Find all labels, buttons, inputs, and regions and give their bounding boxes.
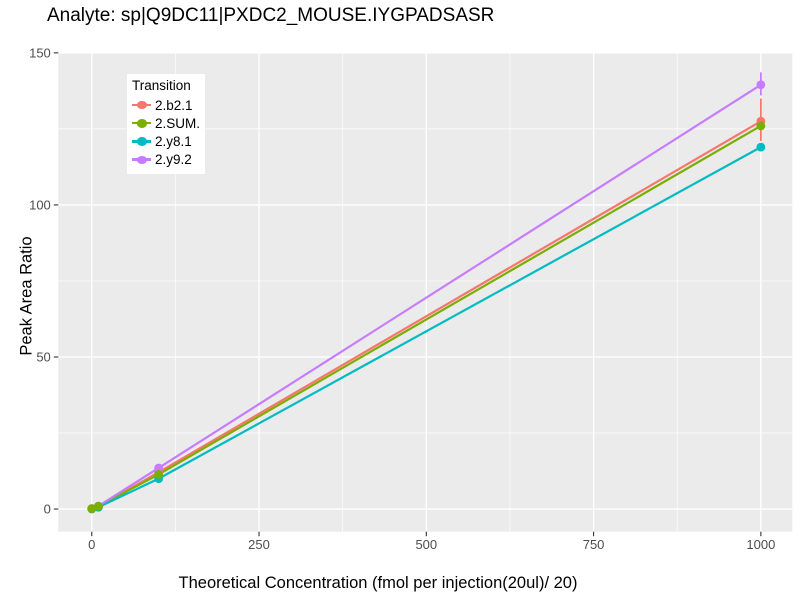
legend-key-icon: [132, 154, 151, 166]
legend-key-dot: [136, 119, 147, 128]
point-2.y9.2: [154, 463, 164, 473]
legend-key-icon: [132, 135, 151, 147]
x-axis-title: Theoretical Concentration (fmol per inje…: [178, 574, 578, 592]
legend-row-2.y8.1: 2.y8.1: [132, 132, 203, 150]
plot-title: Analyte: sp|Q9DC11|PXDC2_MOUSE.IYGPADSAS…: [47, 5, 495, 26]
legend-key-icon: [132, 99, 151, 111]
legend: Transition 2.b2.1 2.SUM. 2.y8.1 2.y9.2: [127, 74, 205, 174]
point-2.SUM.: [756, 121, 766, 131]
legend-key-dot: [136, 155, 147, 165]
legend-key-dot: [136, 137, 147, 146]
y-tick-label: 50: [36, 350, 50, 365]
legend-row-2.b2.1: 2.b2.1: [132, 96, 203, 114]
x-tick-label: 500: [415, 537, 437, 552]
legend-row-2.y9.2: 2.y9.2: [132, 151, 203, 169]
x-tick-label: 1000: [746, 537, 775, 552]
x-tick-label: 750: [583, 537, 605, 552]
x-tick-label: 250: [248, 537, 270, 552]
legend-items: 2.b2.1 2.SUM. 2.y8.1 2.y9.2: [132, 96, 203, 169]
legend-row-2.SUM.: 2.SUM.: [132, 114, 203, 132]
y-tick-label: 150: [29, 46, 51, 61]
legend-label: 2.y9.2: [155, 152, 192, 168]
y-axis-title: Peak Area Ratio: [17, 236, 36, 356]
point-2.SUM.: [87, 504, 97, 513]
y-tick-label: 100: [29, 198, 51, 213]
point-2.SUM.: [94, 501, 103, 511]
legend-key-icon: [132, 117, 151, 129]
point-2.y9.2: [756, 80, 766, 90]
legend-label: 2.b2.1: [155, 97, 193, 113]
legend-label: 2.y8.1: [155, 133, 192, 149]
legend-title: Transition: [132, 78, 191, 93]
point-2.y8.1: [756, 142, 766, 152]
point-2.SUM.: [154, 469, 164, 479]
legend-label: 2.SUM.: [155, 115, 201, 131]
x-tick-label: 0: [88, 537, 95, 552]
legend-key-dot: [136, 101, 147, 110]
y-tick-label: 0: [44, 502, 51, 517]
